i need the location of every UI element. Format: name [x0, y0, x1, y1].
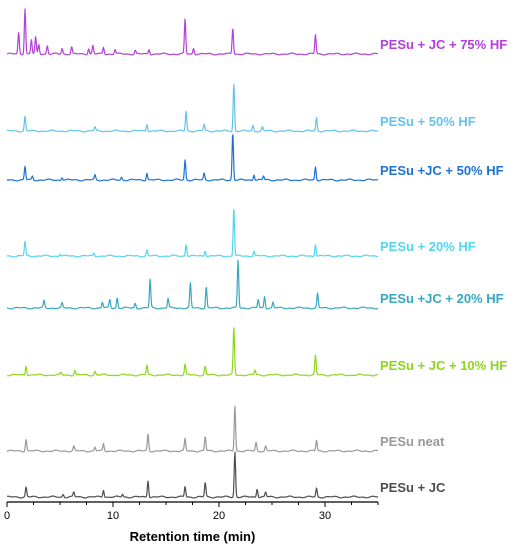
trace-line	[6, 259, 379, 310]
x-tick-label: 0	[4, 510, 10, 522]
trace-line	[6, 8, 379, 56]
trace-line	[6, 83, 379, 133]
trace-labels-group: PESu + JC + 75% HF PESu + 50% HF PESu +JC …	[380, 37, 507, 495]
x-axis-ticks: 0 10 20 30	[4, 502, 379, 522]
trace-line	[6, 208, 379, 258]
trace-label: PESu + JC	[380, 480, 446, 495]
trace-label: PESu +JC + 50% HF	[380, 163, 504, 178]
trace-label: PESu + 50% HF	[380, 114, 476, 129]
x-axis: 0 10 20 30 Retention time (min)	[4, 501, 379, 544]
trace-label: PESu + 20% HF	[380, 239, 476, 254]
traces-group	[6, 8, 379, 499]
trace-line	[6, 327, 379, 377]
trace-label: PESu neat	[380, 434, 445, 449]
trace-label: PESu + JC + 10% HF	[380, 358, 507, 373]
x-tick-label: 30	[319, 510, 331, 522]
trace-line	[6, 451, 379, 499]
x-tick-label: 10	[107, 510, 119, 522]
trace-label: PESu + JC + 75% HF	[380, 37, 507, 52]
x-tick-label: 20	[213, 510, 225, 522]
x-axis-title: Retention time (min)	[130, 529, 256, 544]
trace-line	[6, 134, 379, 182]
trace-line	[6, 405, 379, 453]
trace-label: PESu +JC + 20% HF	[380, 291, 504, 306]
